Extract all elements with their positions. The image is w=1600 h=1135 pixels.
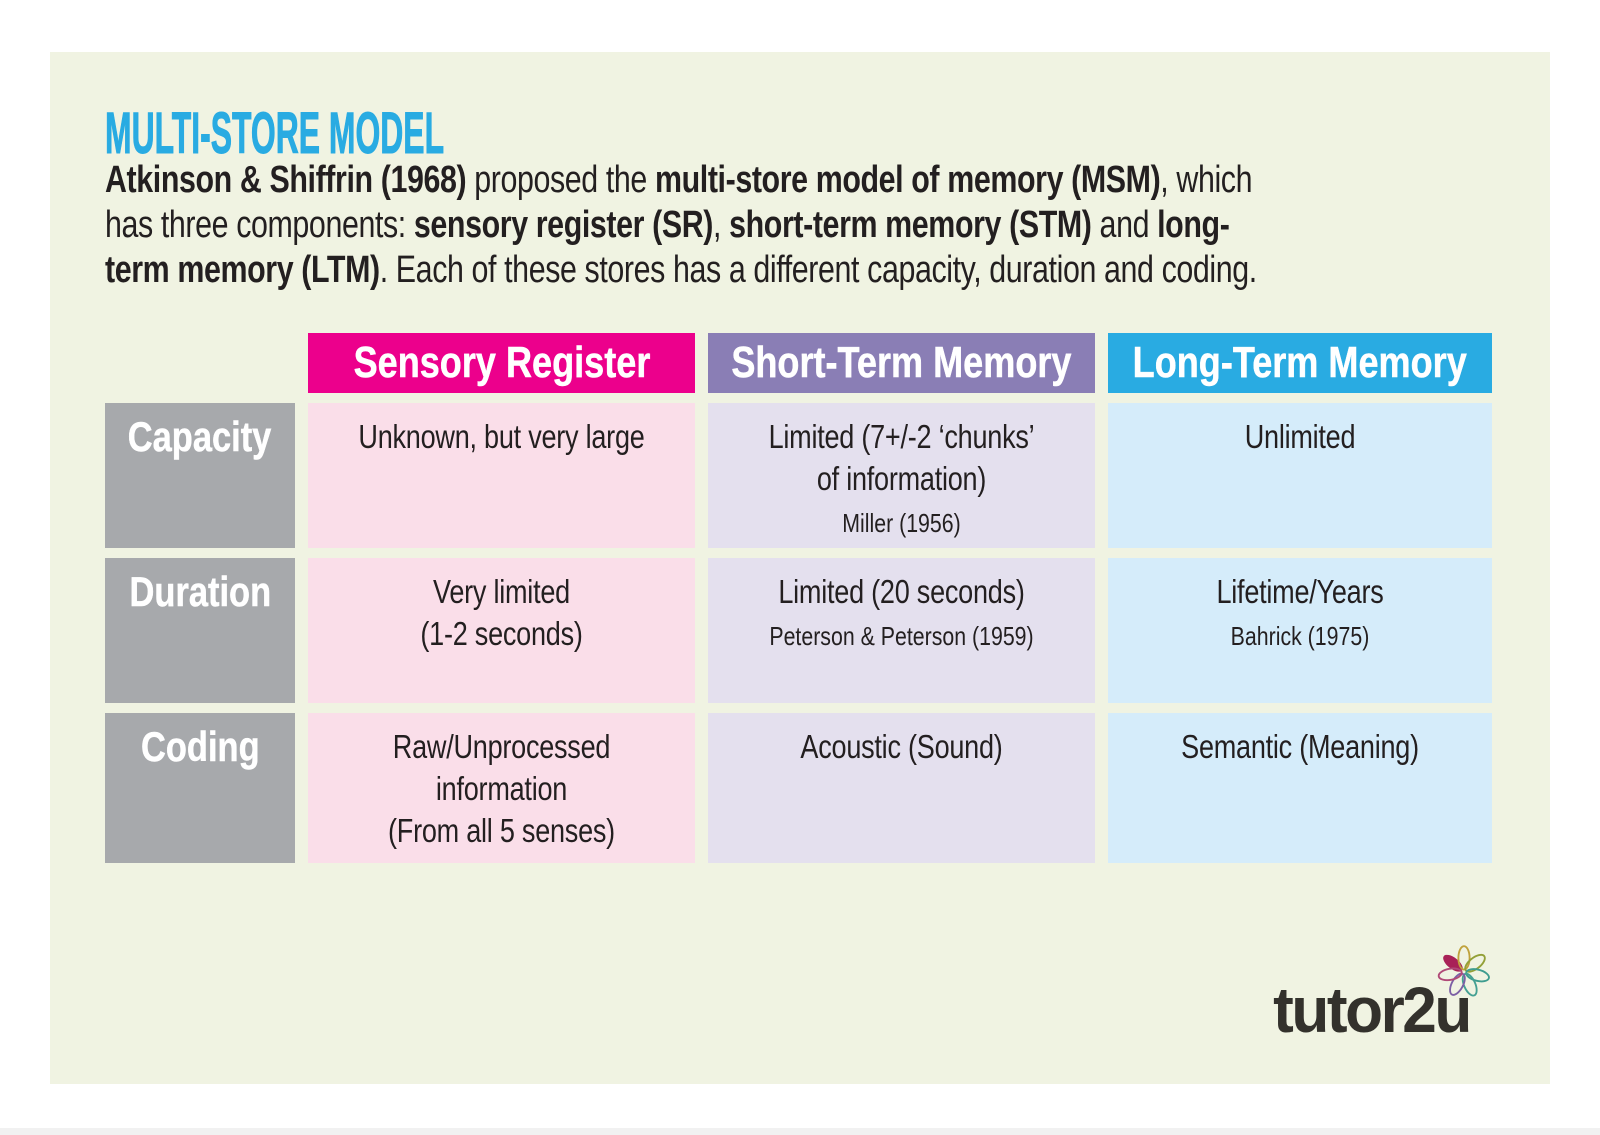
row-header-coding: Coding xyxy=(105,713,295,863)
intro-bold-text: sensory register (SR) xyxy=(413,204,714,246)
intro-bold-text: multi-store model of memory (MSM) xyxy=(654,159,1161,201)
flower-icon xyxy=(1437,945,1490,997)
intro-bold-text: Atkinson & Shiffrin (1968) xyxy=(105,159,467,201)
row-header-label: Coding xyxy=(140,723,260,771)
flower-petal xyxy=(1461,972,1478,997)
cell-duration-long-term-memory: Lifetime/Years Bahrick (1975) xyxy=(1108,558,1492,703)
cell-main-text: Lifetime/Years xyxy=(1216,573,1384,610)
cell-duration-short-term-memory: Limited (20 seconds) Peterson & Peterson … xyxy=(708,558,1095,703)
cell-main-text: Limited (7+/-2 ‘chunks’ of information) xyxy=(768,418,1035,497)
page-title: MULTI-STORE MODEL xyxy=(105,101,445,167)
bottom-strip xyxy=(0,1128,1600,1135)
cell-main-text: Unknown, but very large xyxy=(358,418,645,455)
intro-line-1: Atkinson & Shiffrin (1968) proposed the … xyxy=(105,158,1257,203)
table-corner-spacer xyxy=(105,333,295,393)
logo-text: tutor2u xyxy=(1273,974,1472,1046)
cell-main-text: Limited (20 seconds) xyxy=(778,573,1025,610)
msm-table: Sensory Register Short-Term Memory Long-Te… xyxy=(105,333,1492,863)
cell-duration-sensory-register: Very limited (1-2 seconds) xyxy=(308,558,695,703)
flower-petal xyxy=(1443,954,1463,972)
row-header-duration: Duration xyxy=(105,558,295,703)
flower-petal xyxy=(1457,945,1471,971)
flower-petal xyxy=(1464,953,1486,973)
row-header-label: Capacity xyxy=(128,413,272,461)
intro-line-2: has three components: sensory register (… xyxy=(105,203,1257,248)
cell-content: Very limited (1-2 seconds) xyxy=(343,571,660,655)
cell-content: Raw/Unprocessed information (From all 5 … xyxy=(343,726,660,852)
intro-text: has three components: xyxy=(105,204,414,246)
cell-content: Unknown, but very large xyxy=(343,416,660,458)
cell-coding-short-term-memory: Acoustic (Sound) xyxy=(708,713,1095,863)
cell-content: Unlimited xyxy=(1143,416,1458,458)
intro-bold-text: term memory (LTM) xyxy=(105,249,380,291)
cell-content: Lifetime/Years Bahrick (1975) xyxy=(1143,571,1458,652)
cell-main-text: Unlimited xyxy=(1244,418,1356,455)
cell-coding-sensory-register: Raw/Unprocessed information (From all 5 … xyxy=(308,713,695,863)
cell-main-text: Very limited (1-2 seconds) xyxy=(420,573,583,652)
cell-coding-long-term-memory: Semantic (Meaning) xyxy=(1108,713,1492,863)
flower-petal xyxy=(1449,972,1466,996)
cell-capacity-sensory-register: Unknown, but very large xyxy=(308,403,695,548)
intro-line-3: term memory (LTM). Each of these stores … xyxy=(105,248,1257,293)
flower-petal xyxy=(1465,968,1490,983)
column-header-label: Sensory Register xyxy=(353,338,650,388)
intro-text: proposed the xyxy=(466,159,655,201)
intro-text: , which xyxy=(1160,159,1253,201)
cell-note-text: Miller (1956) xyxy=(842,508,961,538)
tutor2u-logo: tutor2u xyxy=(1267,945,1490,1046)
cell-capacity-long-term-memory: Unlimited xyxy=(1108,403,1492,548)
row-header-label: Duration xyxy=(129,568,271,616)
column-header-long-term-memory: Long-Term Memory xyxy=(1108,333,1492,393)
intro-bold-text: short-term memory (STM) xyxy=(729,204,1092,246)
cell-content: Semantic (Meaning) xyxy=(1143,726,1458,768)
cell-main-text: Semantic (Meaning) xyxy=(1181,728,1419,765)
column-header-sensory-register: Sensory Register xyxy=(308,333,695,393)
worksheet-panel: MULTI-STORE MODEL Atkinson & Shiffrin (1… xyxy=(50,52,1550,1084)
cell-note-text: Bahrick (1975) xyxy=(1230,621,1370,651)
cell-content: Limited (20 seconds) Peterson & Peterson … xyxy=(743,571,1060,652)
cell-content: Acoustic (Sound) xyxy=(743,726,1060,768)
flower-petal xyxy=(1437,967,1463,982)
row-header-capacity: Capacity xyxy=(105,403,295,548)
column-header-short-term-memory: Short-Term Memory xyxy=(708,333,1095,393)
cell-note-text: Peterson & Peterson (1959) xyxy=(769,621,1034,651)
cell-capacity-short-term-memory: Limited (7+/-2 ‘chunks’ of information) M… xyxy=(708,403,1095,548)
column-header-label: Long-Term Memory xyxy=(1132,338,1468,388)
intro-paragraph: Atkinson & Shiffrin (1968) proposed the … xyxy=(105,158,1257,293)
cell-main-text: Raw/Unprocessed information (From all 5 … xyxy=(388,728,615,849)
intro-text: . Each of these stores has a different c… xyxy=(379,249,1257,291)
cell-content: Limited (7+/-2 ‘chunks’ of information) M… xyxy=(743,416,1060,539)
intro-bold-text: long- xyxy=(1157,204,1230,246)
intro-text: , xyxy=(713,204,730,246)
column-header-label: Short-Term Memory xyxy=(731,338,1072,388)
cell-main-text: Acoustic (Sound) xyxy=(800,728,1003,765)
intro-text: and xyxy=(1091,204,1158,246)
